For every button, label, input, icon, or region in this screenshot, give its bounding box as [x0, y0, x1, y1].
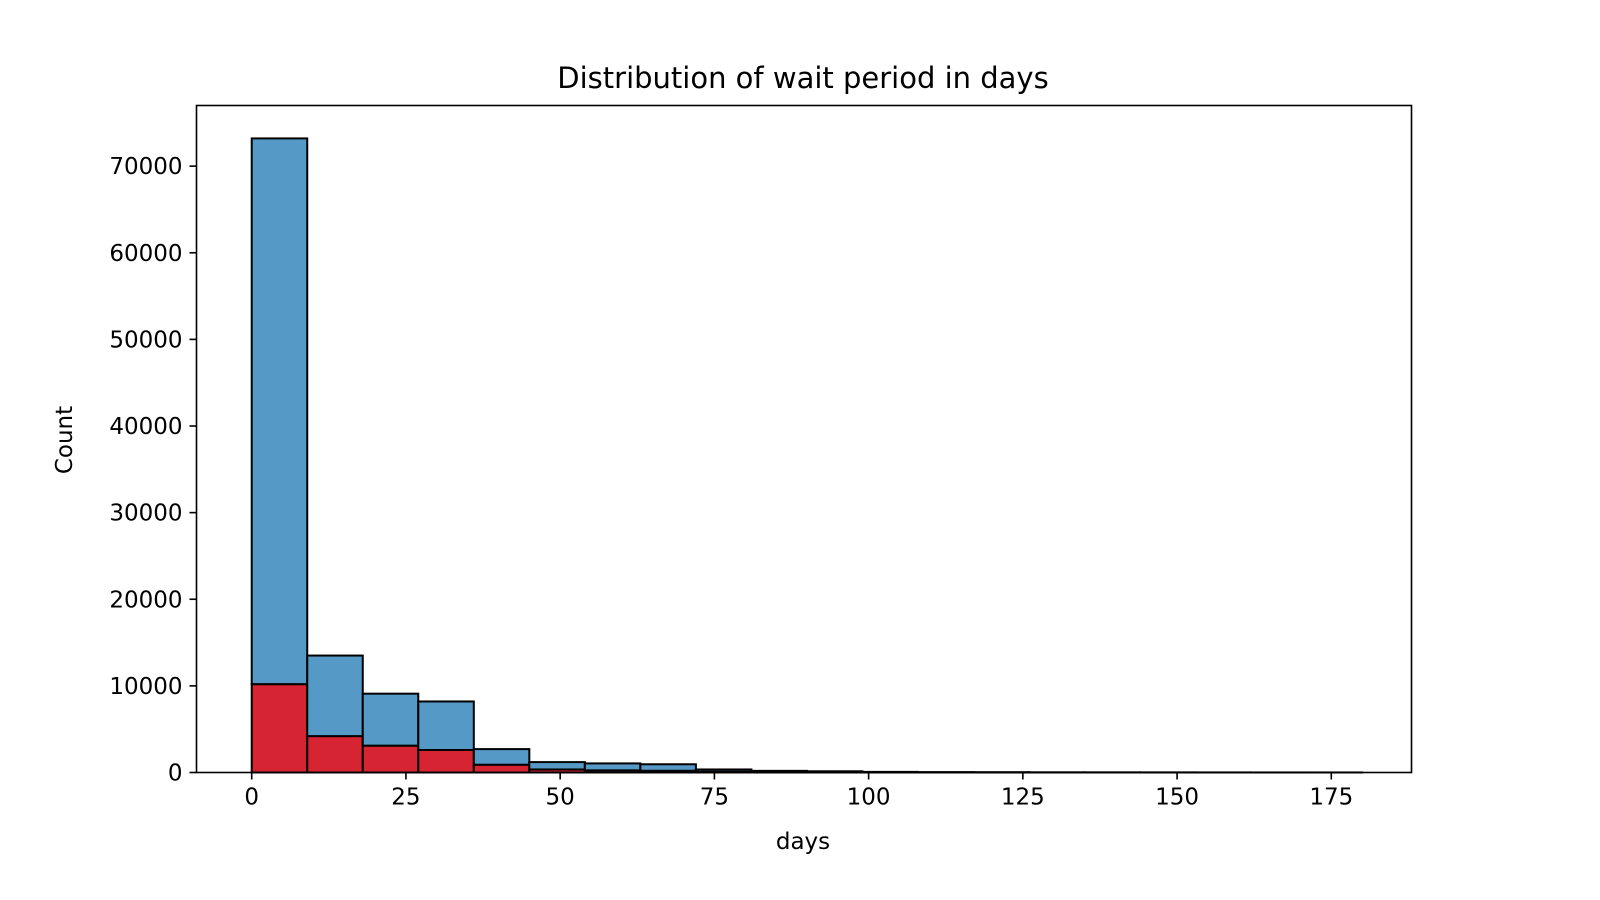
- bar-series1-bin1: [306, 654, 364, 738]
- bar-series0-bin3: [417, 748, 475, 774]
- y-tick-label: 10000: [109, 674, 182, 700]
- x-axis-label: days: [776, 829, 830, 855]
- bar-series0-bin4: [472, 763, 531, 774]
- y-axis-label: Count: [52, 406, 78, 474]
- x-tick-label: 0: [244, 785, 259, 811]
- bar-series1-bin7: [639, 763, 697, 772]
- x-axis-ticks: 0 25 50 75 100 125 150 175: [244, 772, 1353, 811]
- y-tick-label: 50000: [109, 327, 182, 353]
- bar-series0-bin1: [306, 735, 364, 774]
- x-tick-label: 125: [1001, 785, 1045, 811]
- bar-series1-bin2: [361, 692, 420, 747]
- y-tick-label: 0: [168, 761, 183, 787]
- x-tick-label: 25: [391, 785, 420, 811]
- y-tick-label: 40000: [109, 414, 182, 440]
- bar-series0-bin0: [250, 683, 309, 774]
- y-tick-label: 60000: [109, 241, 182, 267]
- y-tick-label: 30000: [109, 501, 182, 527]
- x-tick-label: 50: [546, 785, 575, 811]
- bar-series1-bin3: [417, 700, 475, 751]
- y-axis-ticks: 0 10000 20000 30000 40000 50000 60000 70000: [109, 154, 197, 787]
- x-tick-label: 175: [1309, 785, 1353, 811]
- x-tick-label: 100: [847, 785, 891, 811]
- y-tick-label: 70000: [109, 154, 182, 180]
- bar-series1-bin5: [528, 761, 586, 771]
- plot-area-frame: [195, 104, 1413, 774]
- y-tick-label: 20000: [109, 587, 182, 613]
- x-tick-label: 75: [700, 785, 729, 811]
- bar-series0-bin2: [361, 744, 420, 774]
- bars-group: [250, 137, 1364, 774]
- bar-series1-bin6: [583, 762, 642, 772]
- bar-series1-bin8: [694, 768, 753, 773]
- chart-title: Distribution of wait period in days: [557, 61, 1048, 95]
- bar-series1-bin0: [250, 137, 309, 686]
- bar-series1-bin4: [472, 748, 531, 766]
- x-tick-label: 150: [1155, 785, 1199, 811]
